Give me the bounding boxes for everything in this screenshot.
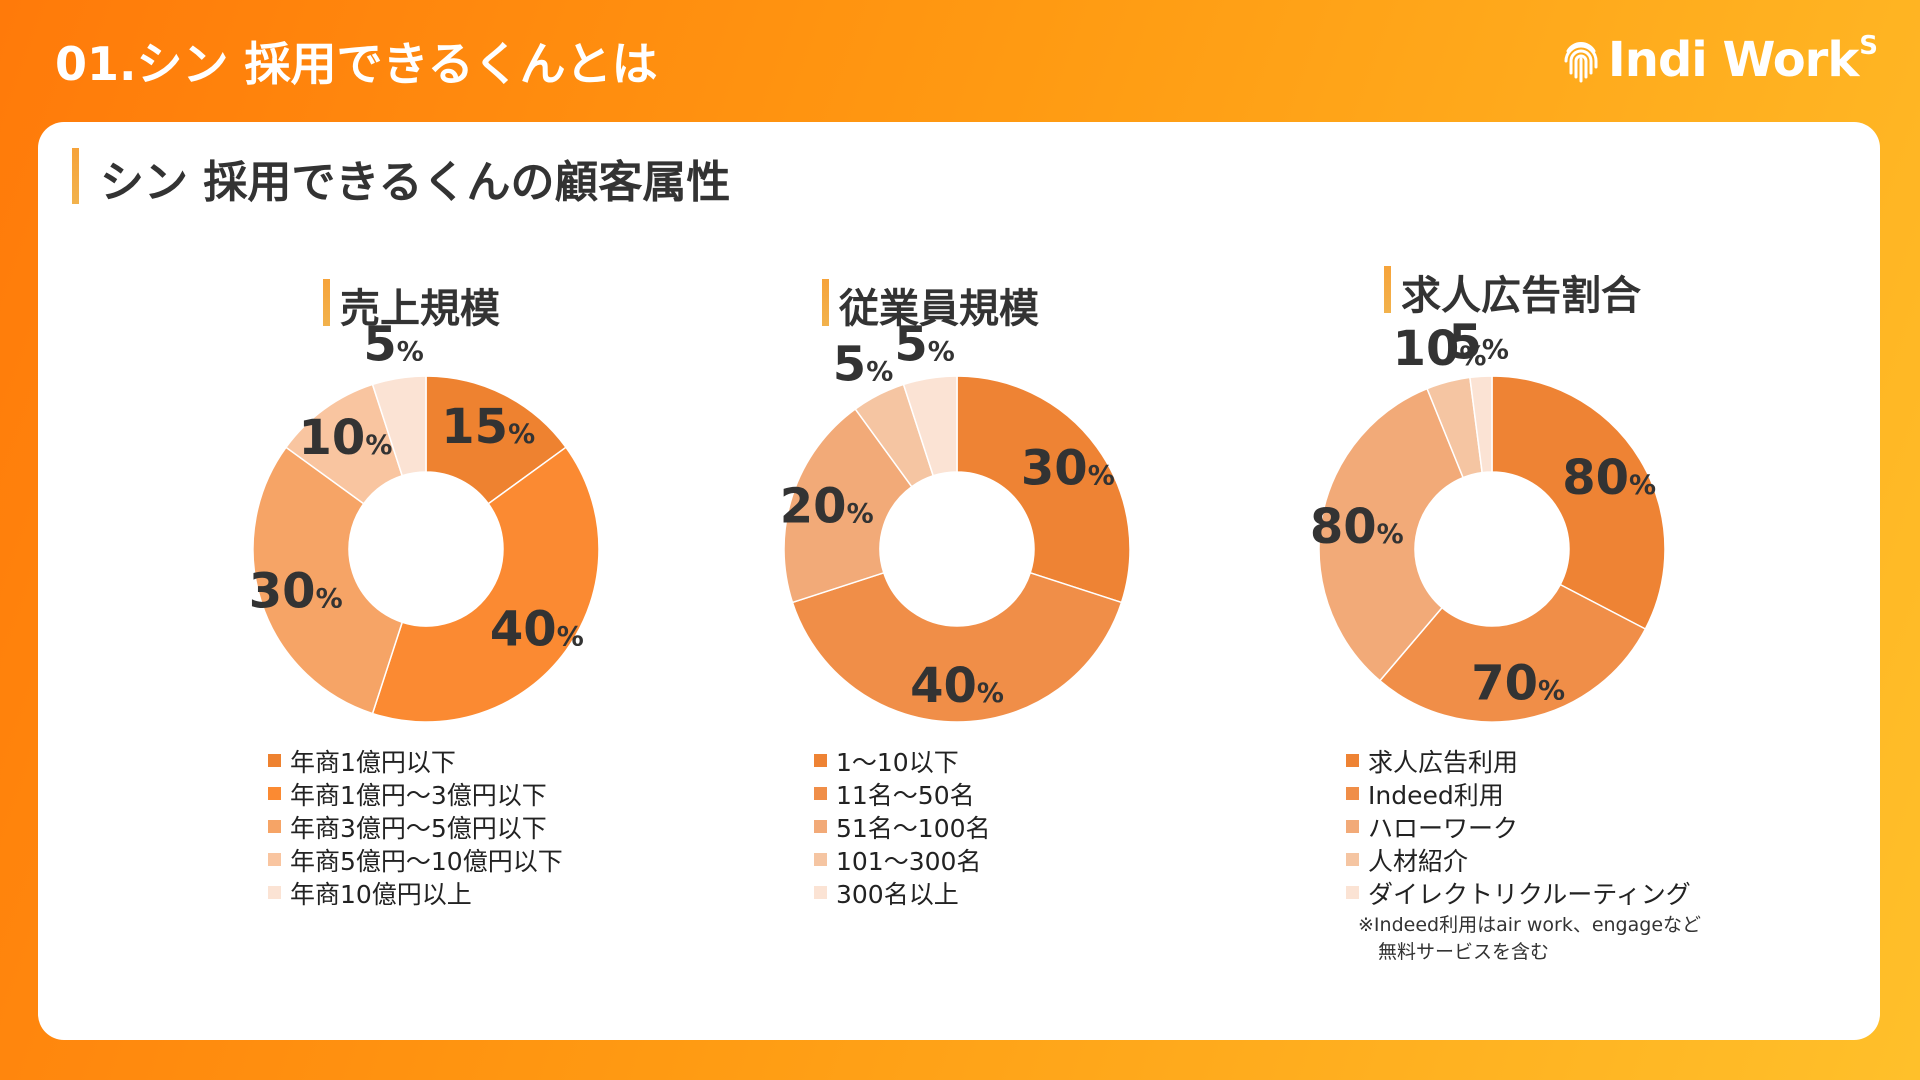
chart-1-label-2: 40% [490, 602, 584, 658]
chart-1-label-3: 30% [249, 563, 343, 619]
chart-1-label-5: 5% [363, 317, 423, 373]
logo-superscript: S [1859, 31, 1878, 61]
fingerprint-icon [1564, 41, 1598, 83]
footnote: ※Indeed利用はair work、engageなど 無料サービスを含む [1358, 912, 1701, 966]
legend-label: 11名〜50名 [836, 780, 975, 810]
chart-2-label-1: 30% [1021, 440, 1115, 496]
chart-2-label-3: 20% [780, 479, 874, 535]
chart-1-legend-item: 年商5億円〜10億円以下 [268, 843, 563, 876]
section-title: シン 採用できるくんの顧客属性 [100, 157, 731, 208]
legend-swatch [1346, 787, 1359, 800]
chart-1-title-bar [323, 279, 330, 326]
legend-label: 年商5億円〜10億円以下 [290, 846, 563, 876]
legend-swatch [1346, 754, 1359, 767]
chart-2-label-4: 5% [833, 337, 893, 393]
legend-swatch [268, 886, 281, 899]
legend-swatch [268, 787, 281, 800]
legend-label: 300名以上 [836, 879, 959, 909]
chart-1-label-1: 15% [441, 399, 535, 455]
brand-logo: Indi Work S [1562, 31, 1878, 88]
legend-swatch [1346, 886, 1359, 899]
chart-3-label-1: 80% [1562, 450, 1656, 506]
chart-2-title-bar [822, 279, 829, 326]
chart-1-legend-item: 年商1億円以下 [268, 744, 563, 777]
chart-2-legend-item: 101〜300名 [814, 843, 991, 876]
legend-swatch [814, 754, 827, 767]
chart-3-slice-1 [1491, 375, 1666, 631]
chart-3-slice-3 [1318, 387, 1465, 682]
chart-2-legend-item: 51名〜100名 [814, 810, 991, 843]
chart-3-slice-2 [1378, 583, 1647, 723]
chart-1-label-4: 10% [299, 410, 393, 466]
chart-2-slice-5 [902, 375, 958, 477]
chart-3-label-2: 70% [1471, 655, 1565, 711]
chart-3-legend-item: Indeed利用 [1346, 777, 1691, 810]
chart-3-label-4: 10% [1393, 321, 1487, 377]
chart-2-slice-1 [956, 375, 1131, 604]
logo-text: Indi Work [1607, 32, 1859, 88]
legend-label: ハローワーク [1368, 813, 1519, 843]
chart-3-title: 求人広告割合 [1401, 273, 1641, 319]
footnote-line-1: ※Indeed利用はair work、engageなど [1358, 914, 1702, 936]
section-title-bar [72, 148, 79, 204]
legend-label: 人材紹介 [1368, 846, 1469, 876]
legend-swatch [268, 820, 281, 833]
legend-swatch [814, 886, 827, 899]
legend-swatch [1346, 820, 1359, 833]
chart-1-slice-5 [371, 375, 427, 477]
legend-label: 年商1億円〜3億円以下 [290, 780, 547, 810]
chart-2-legend: 1〜10以下 11名〜50名 51名〜100名 101〜300名 300名以上 [814, 744, 991, 909]
chart-1-slice-1 [425, 375, 568, 505]
chart-2-slice-3 [783, 407, 913, 604]
chart-3-legend-item: ダイレクトリクルーティング [1346, 876, 1691, 909]
legend-label: 年商3億円〜5億円以下 [290, 813, 547, 843]
chart-2-slice-2 [791, 571, 1123, 723]
chart-2-label-2: 40% [910, 658, 1004, 714]
chart-3-slice-5 [1469, 375, 1493, 474]
chart-1-slice-2 [371, 446, 600, 723]
legend-label: Indeed利用 [1368, 780, 1504, 810]
legend-swatch [1346, 853, 1359, 866]
legend-label: 101〜300名 [836, 846, 982, 876]
chart-2-legend-item: 300名以上 [814, 876, 991, 909]
chart-3-legend-item: 人材紹介 [1346, 843, 1691, 876]
chart-3-legend-item: 求人広告利用 [1346, 744, 1691, 777]
chart-1-legend: 年商1億円以下 年商1億円〜3億円以下 年商3億円〜5億円以下 年商5億円〜10億円以… [268, 744, 563, 909]
legend-swatch [814, 853, 827, 866]
chart-2-legend-item: 1〜10以下 [814, 744, 991, 777]
legend-label: 51名〜100名 [836, 813, 991, 843]
legend-swatch [814, 787, 827, 800]
legend-label: 1〜10以下 [836, 747, 959, 777]
legend-label: 年商10億円以上 [290, 879, 472, 909]
legend-label: ダイレクトリクルーティング [1368, 879, 1691, 909]
chart-1-legend-item: 年商3億円〜5億円以下 [268, 810, 563, 843]
legend-label: 年商1億円以下 [290, 747, 456, 777]
chart-2-title: 従業員規模 [839, 286, 1039, 332]
chart-2-legend-item: 11名〜50名 [814, 777, 991, 810]
chart-1-title: 売上規模 [340, 286, 500, 332]
footnote-line-2: 無料サービスを含む [1378, 941, 1550, 963]
legend-swatch [814, 820, 827, 833]
chart-1-slice-3 [252, 446, 404, 715]
legend-swatch [268, 754, 281, 767]
chart-3-label-3: 80% [1310, 499, 1404, 555]
chart-1-legend-item: 年商10億円以上 [268, 876, 563, 909]
chart-3-legend: 求人広告利用 Indeed利用 ハローワーク 人材紹介 ダイレクトリクルーティング [1346, 744, 1691, 909]
page-title: 01.シン 採用できるくんとは [55, 37, 658, 91]
legend-swatch [268, 853, 281, 866]
legend-label: 求人広告利用 [1368, 747, 1519, 777]
chart-2-label-5: 5% [894, 317, 954, 373]
chart-3-legend-item: ハローワーク [1346, 810, 1691, 843]
chart-1-legend-item: 年商1億円〜3億円以下 [268, 777, 563, 810]
chart-3-title-bar [1384, 266, 1391, 313]
chart-3-label-5: 5% [1449, 314, 1509, 370]
